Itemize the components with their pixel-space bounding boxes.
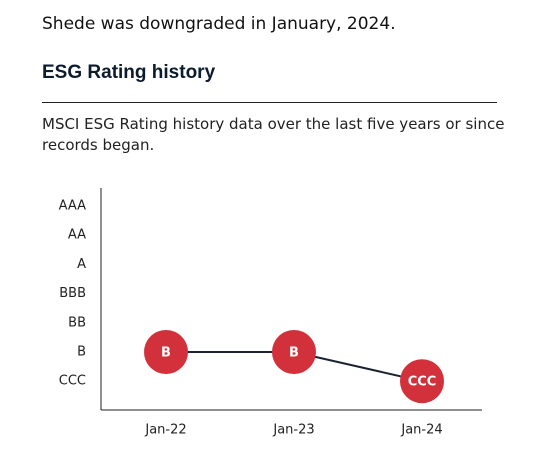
y-tick-label: A [77, 257, 86, 272]
header-text: Shede was downgraded in January, 2024. [42, 14, 396, 34]
y-tick-label: B [77, 345, 86, 360]
point [144, 330, 188, 374]
x-tick-label: Jan-23 [272, 423, 314, 438]
point-label: B [289, 346, 299, 361]
y-tick-label: CCC [59, 374, 86, 389]
x-tick-label: Jan-22 [144, 423, 186, 438]
chart-subtitle: MSCI ESG Rating history data over the la… [42, 115, 505, 154]
y-tick-label: BBB [59, 286, 86, 301]
point [400, 359, 444, 404]
x-tick-label: Jan-24 [400, 423, 442, 438]
point-label: B [161, 346, 171, 361]
chart-title: ESG Rating history [42, 62, 216, 83]
point-label: CCC [408, 375, 437, 390]
divider [42, 102, 497, 103]
y-tick-label: AAA [59, 199, 87, 214]
y-tick-label: BB [68, 315, 86, 330]
point [272, 330, 316, 374]
y-tick-label: AA [68, 228, 86, 243]
